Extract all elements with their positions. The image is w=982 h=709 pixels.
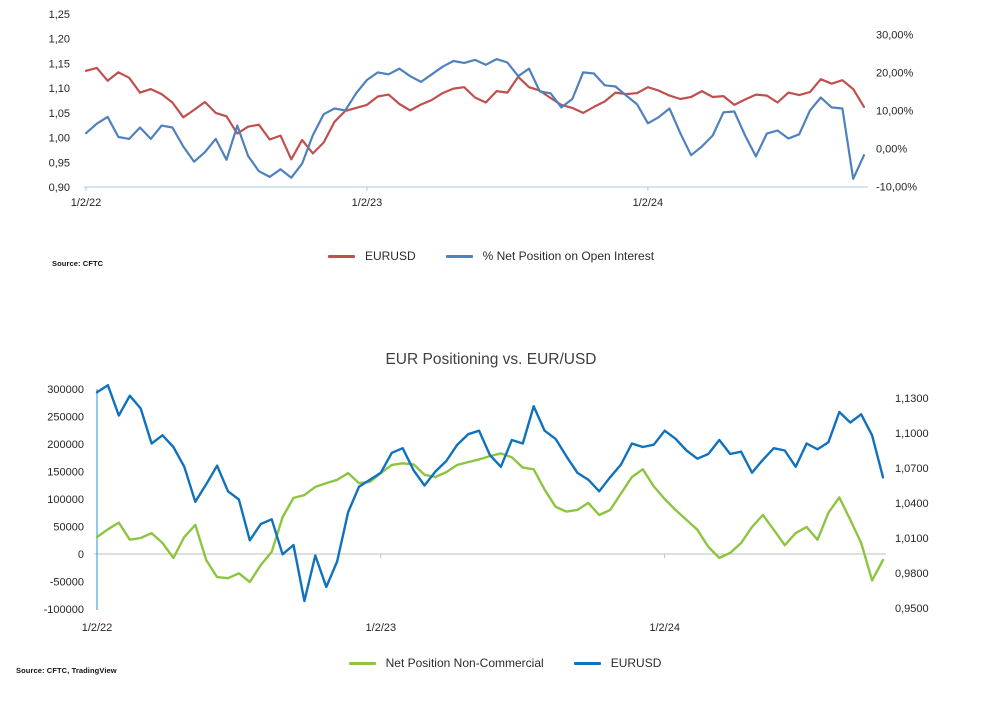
eurusd-line[interactable]: [84, 66, 866, 161]
legend-item-eurusd-bottom[interactable]: EURUSD: [573, 656, 662, 670]
left-axis-tick-label: 150000: [47, 467, 84, 479]
right-axis-tick-label: 1,1000: [895, 428, 929, 440]
right-axis-tick-label: 10,00%: [876, 105, 914, 117]
right-axis-tick-label: 1,0100: [895, 533, 929, 545]
left-axis-tick-label: 0,90: [49, 182, 70, 194]
right-axis-tick-label: 0,9500: [895, 603, 929, 615]
left-axis-tick-label: -100000: [44, 604, 84, 616]
top-chart-legend: EURUSD % Net Position on Open Interest: [0, 248, 982, 264]
right-axis-tick-label: 30,00%: [876, 29, 914, 41]
net-position-line-swatch: [348, 661, 376, 665]
left-axis-tick-label: 1,10: [49, 83, 70, 95]
x-axis-tick-label: 1/2/23: [366, 622, 397, 634]
left-axis-tick-label: 100000: [47, 494, 84, 506]
left-axis-tick-label: 250000: [47, 412, 84, 424]
top-chart-source: Source: CFTC: [52, 259, 104, 268]
right-axis-tick-label: 0,9800: [895, 568, 929, 580]
x-axis-tick-label: 1/2/23: [352, 197, 383, 209]
left-axis-tick-label: 200000: [47, 439, 84, 451]
right-axis-tick-label: 0,00%: [876, 143, 907, 155]
left-axis-tick-label: 1,05: [49, 108, 70, 120]
left-axis-tick-label: 300000: [47, 384, 84, 396]
legend-label: Net Position Non-Commercial: [385, 656, 544, 670]
left-axis-tick-label: 1,25: [49, 9, 70, 21]
legend-item-net-position-pct[interactable]: % Net Position on Open Interest: [445, 249, 655, 263]
left-axis-tick-label: 1,20: [49, 34, 70, 46]
eurusd-line[interactable]: [95, 384, 885, 603]
left-axis-tick-label: 0,95: [49, 157, 70, 169]
bottom-chart-legend: Net Position Non-Commercial EURUSD: [0, 655, 982, 671]
left-axis-tick-label: 0: [78, 549, 84, 561]
legend-label: EURUSD: [364, 249, 416, 263]
right-axis-tick-label: -10,00%: [876, 181, 917, 193]
right-axis-tick-label: 1,0700: [895, 463, 929, 475]
x-axis-tick-label: 1/2/22: [82, 622, 113, 634]
x-axis-tick-label: 1/2/24: [649, 622, 680, 634]
bottom-chart-title: EUR Positioning vs. EUR/USD: [385, 351, 597, 368]
net-position-pct-line-swatch: [445, 254, 473, 258]
legend-label: % Net Position on Open Interest: [482, 249, 655, 263]
right-axis-tick-label: 1,0400: [895, 498, 929, 510]
eurusd-bottom-line-swatch: [573, 661, 601, 665]
left-axis-tick-label: 50000: [53, 522, 84, 534]
left-axis-tick-label: -50000: [50, 577, 84, 589]
legend-label: EURUSD: [610, 656, 662, 670]
legend-item-eurusd[interactable]: EURUSD: [327, 249, 416, 263]
net-position-non-commercial-line[interactable]: [95, 452, 885, 584]
right-axis-tick-label: 20,00%: [876, 67, 914, 79]
right-axis-tick-label: 1,1300: [895, 393, 929, 405]
left-axis-tick-label: 1,15: [49, 58, 70, 70]
net-position-on-open-interest-line[interactable]: [84, 57, 866, 180]
left-axis-tick-label: 1,00: [49, 133, 70, 145]
x-axis-tick-label: 1/2/24: [633, 197, 664, 209]
x-axis-tick-label: 1/2/22: [71, 197, 102, 209]
bottom-chart-source: Source: CFTC, TradingView: [16, 666, 117, 675]
eurusd-line-swatch: [327, 254, 355, 258]
legend-item-net-position[interactable]: Net Position Non-Commercial: [348, 656, 544, 670]
